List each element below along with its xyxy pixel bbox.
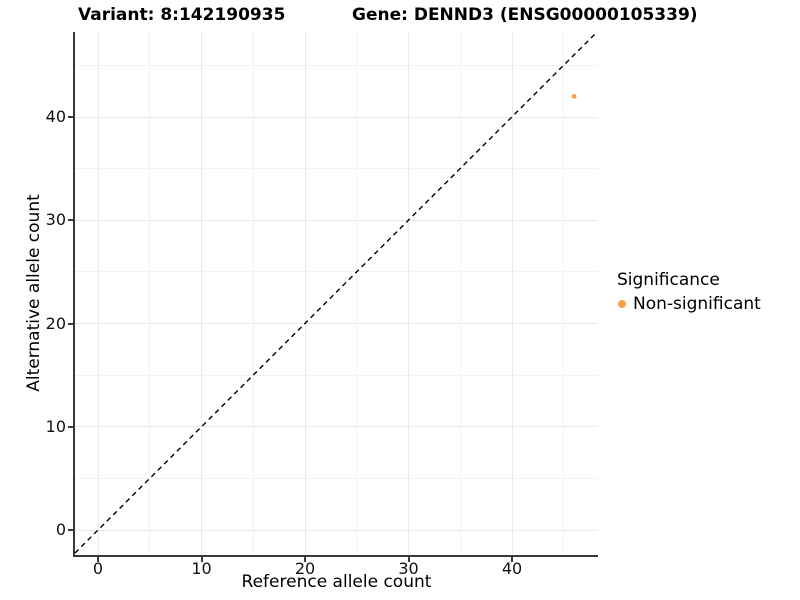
legend-point-icon [618,300,626,308]
y-tick-label: 10 [45,416,66,436]
legend-item-label: Non-significant [633,294,761,314]
gridline-minor-vertical [252,32,254,555]
identity-dashed-line [75,32,598,554]
gridline-minor-vertical [563,32,565,555]
gridline-minor-horizontal [75,271,598,273]
plot-title-variant: Variant: 8:142190935 [78,5,286,25]
gridline-major-vertical [304,32,306,555]
gridline-major-horizontal [75,219,598,221]
x-tick-mark [200,557,203,562]
gridline-major-horizontal [75,116,598,118]
gridline-major-horizontal [75,529,598,531]
gridline-major-vertical [97,32,99,555]
plot-panel [73,32,598,557]
x-tick-mark [407,557,410,562]
legend: Significance Non-significant [617,270,761,314]
x-tick-mark [304,557,306,562]
gridline-major-vertical [511,32,513,555]
legend-item: Non-significant [617,294,761,314]
gridline-minor-vertical [459,32,461,555]
gridline-major-horizontal [75,426,598,428]
gridline-layer [75,32,598,555]
gridline-major-horizontal [75,323,598,324]
x-tick-mark [97,557,99,562]
gridline-minor-vertical [149,32,151,555]
y-tick-label: 0 [55,520,66,539]
gridline-minor-vertical [356,32,358,555]
gridline-minor-horizontal [75,64,598,66]
y-axis-title: Alternative allele count [24,194,44,392]
plot-canvas [75,32,598,554]
legend-title: Significance [617,270,720,290]
gridline-minor-horizontal [75,477,598,479]
gridline-major-vertical [201,32,202,555]
x-tick-mark [511,557,513,562]
gridline-minor-horizontal [75,374,598,376]
gridline-major-vertical [408,32,409,555]
x-axis-title: Reference allele count [241,572,432,592]
y-tick-label: 40 [45,107,66,126]
plot-title-gene: Gene: DENND3 (ENSG00000105339) [352,5,698,25]
gridline-minor-horizontal [75,168,598,170]
data-point [571,93,577,99]
